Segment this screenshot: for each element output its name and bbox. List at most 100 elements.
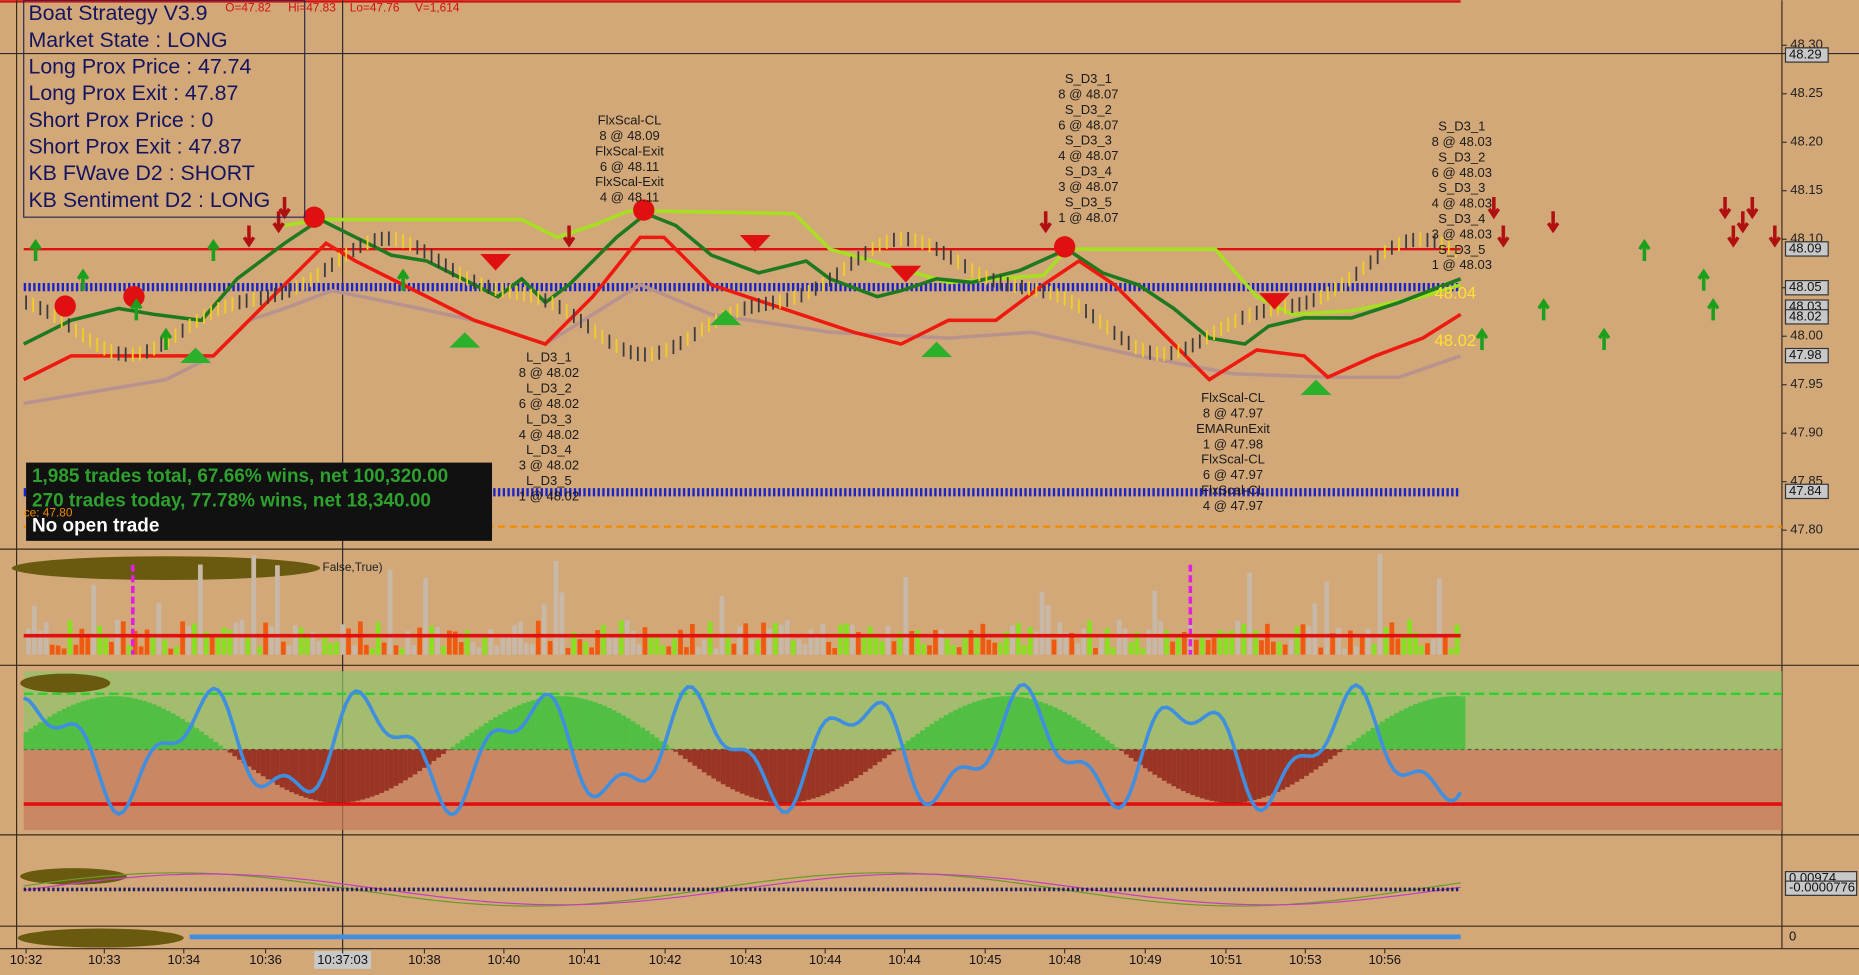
volume-bar (968, 629, 974, 655)
volume-bar (838, 624, 843, 655)
volume-bar (245, 634, 251, 655)
time-label: 10:44 (809, 952, 842, 967)
volume-bar (1152, 590, 1158, 655)
volume-bar (861, 637, 867, 655)
volume-bar (352, 645, 357, 655)
volume-bar (1436, 578, 1442, 655)
volume-bar (713, 648, 719, 655)
volume-bar (1306, 625, 1312, 655)
trend-line-green (22, 211, 1462, 346)
osc-bar (725, 749, 731, 787)
volume-bar (1288, 639, 1294, 655)
osc-bar (142, 701, 148, 750)
osc-bar (535, 698, 541, 750)
volume-bar (832, 648, 838, 655)
osc-bar (1142, 749, 1148, 769)
volume-bar (1110, 647, 1116, 655)
trade-annotation: S_D3_3 (1438, 180, 1485, 195)
osc-bar (1204, 749, 1210, 800)
price-marker-label: 48.09 (1789, 240, 1822, 255)
volume-bar (1235, 620, 1241, 655)
volume-bar (909, 630, 915, 655)
osc-bar (265, 749, 271, 780)
volume-bar (1253, 630, 1258, 655)
volume-bar (316, 640, 322, 655)
osc-bar (52, 713, 57, 750)
osc-bar (1090, 729, 1096, 750)
osc-bar (403, 749, 408, 781)
volume-bar (903, 576, 909, 655)
volume-bar (808, 629, 814, 655)
ohlc-value: Hi=47.83 (288, 1, 336, 15)
osc-bar (1128, 749, 1134, 758)
volume-bar (1093, 647, 1098, 655)
trade-annotation: L_D3_5 (526, 473, 572, 488)
time-label: 10:40 (488, 952, 521, 967)
volume-bar (1294, 626, 1300, 655)
osc-bar (251, 749, 257, 770)
osc-bar (559, 696, 565, 750)
osc-bar (445, 749, 451, 751)
osc-bar (1308, 749, 1314, 773)
volume-bar (891, 641, 897, 655)
osc-bar (810, 749, 816, 799)
trade-annotation: 1 @ 47.98 (1203, 436, 1263, 451)
osc-bar (1218, 749, 1224, 803)
osc-bar (564, 696, 570, 750)
osc-bar (1104, 740, 1110, 750)
volume-bar (755, 639, 760, 655)
osc-bar (464, 736, 470, 750)
osc-bar (1029, 699, 1034, 750)
osc-bar (573, 697, 579, 750)
osc-bar (203, 735, 209, 750)
volume-bar (559, 592, 565, 655)
stats-line: 1,985 trades total, 67.66% wins, net 100… (32, 466, 448, 487)
osc-bar (1209, 749, 1215, 801)
volume-bar (980, 623, 986, 655)
volume-bar (132, 630, 138, 655)
volume-bar (1282, 644, 1288, 655)
volume-bar (707, 621, 713, 655)
volume-bar (375, 622, 381, 655)
osc-bar (882, 749, 887, 759)
osc-bar (493, 717, 498, 750)
info-line: Market State : LONG (28, 28, 227, 52)
osc-bar (28, 728, 34, 750)
osc-bar (611, 710, 617, 750)
price-marker (1784, 309, 1829, 325)
osc-bar (773, 749, 778, 803)
osc-bar (1332, 749, 1338, 756)
volume-bar (1276, 642, 1282, 655)
volume-bar (192, 623, 197, 655)
osc-bar (1460, 696, 1466, 750)
osc-bar (1294, 749, 1300, 782)
osc-bar (787, 749, 792, 803)
osc-bar (113, 696, 119, 750)
osc-bar (1071, 717, 1077, 750)
volume-bar (429, 625, 434, 655)
volume-bar (286, 645, 292, 655)
osc-bar (687, 749, 693, 763)
volume-bar (1425, 643, 1430, 655)
osc-bar (184, 722, 190, 750)
volume-bar (494, 645, 500, 655)
osc-bar (412, 749, 418, 775)
volume-bar (1170, 641, 1175, 655)
volume-bar (32, 605, 37, 655)
osc-bar (156, 706, 162, 750)
price-marker (1784, 47, 1829, 63)
osc-bar (701, 749, 707, 773)
volume-bar (1205, 640, 1211, 655)
osc-bar (1190, 749, 1196, 796)
volume-bar (612, 637, 618, 655)
volume-bar (1413, 632, 1418, 655)
volume-bar (1140, 648, 1146, 655)
osc-bar (398, 749, 404, 784)
osc-bar (1422, 700, 1428, 750)
volume-bar (684, 647, 689, 655)
osc-bar (246, 749, 252, 767)
osc-bar (365, 749, 370, 799)
osc-bar (147, 702, 152, 750)
sell-arrow (562, 225, 576, 248)
